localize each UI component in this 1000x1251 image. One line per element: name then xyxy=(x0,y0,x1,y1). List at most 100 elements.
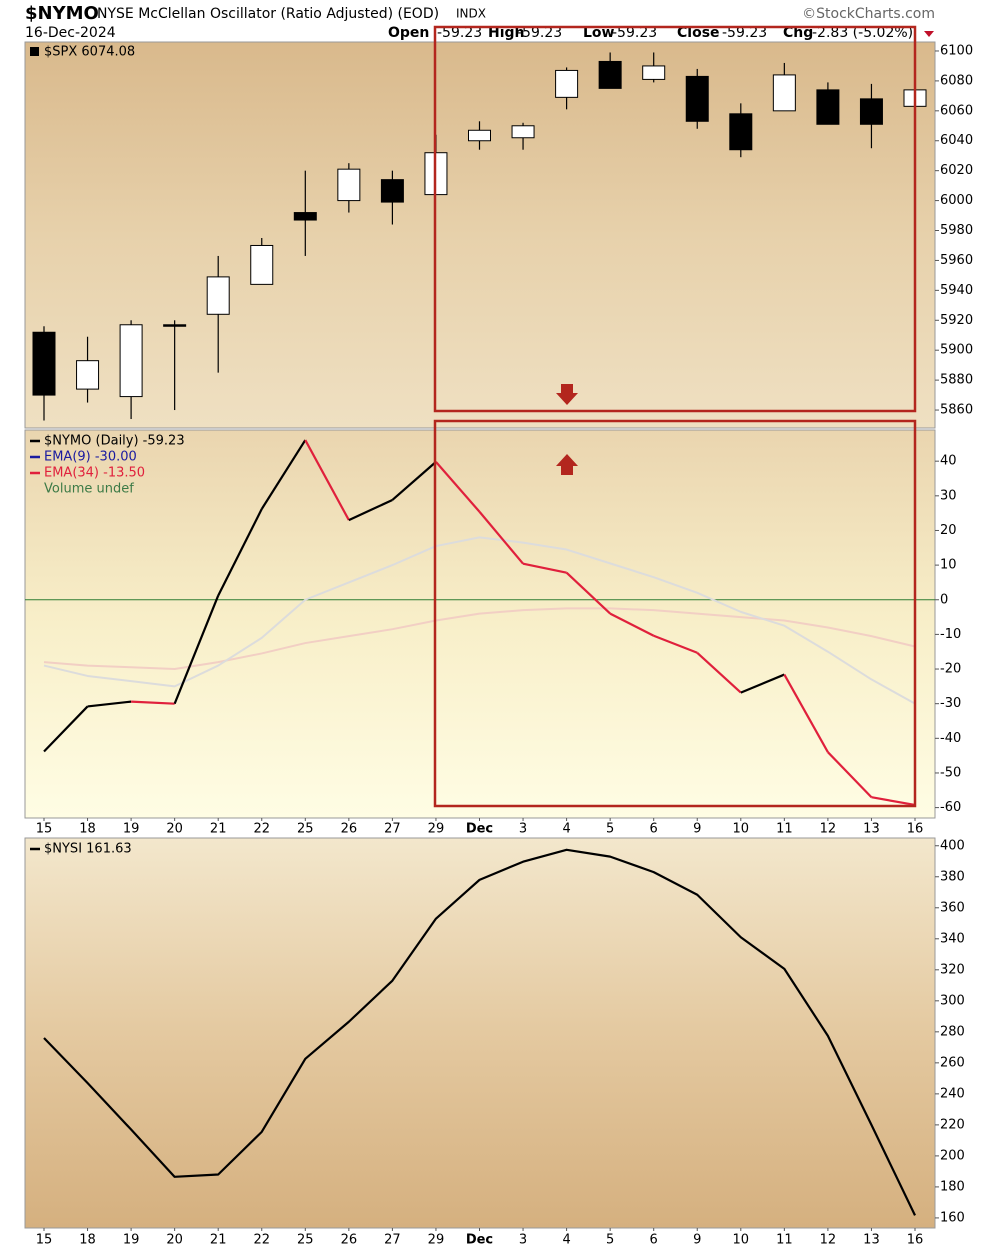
x-tick-label: 12 xyxy=(820,1233,837,1248)
y-tick-label: 340 xyxy=(940,931,965,946)
y-tick-label: 200 xyxy=(940,1148,965,1163)
legend-label: $SPX 6074.08 xyxy=(44,45,135,60)
line-segment xyxy=(565,571,611,615)
candle-body xyxy=(380,179,404,203)
x-tick-label: 9 xyxy=(693,822,701,837)
y-tick-label: 240 xyxy=(940,1086,965,1101)
y-tick-label: -20 xyxy=(940,662,961,677)
line-segment xyxy=(173,595,220,705)
y-tick-label: 5980 xyxy=(940,223,973,238)
y-tick-label: 20 xyxy=(940,523,957,538)
y-tick-label: 10 xyxy=(940,558,957,573)
x-tick-label: 18 xyxy=(79,822,96,837)
x-tick-label: Dec xyxy=(466,1233,493,1248)
line-segment xyxy=(827,751,873,798)
line-segment xyxy=(131,700,175,705)
plot-layer: 5860588059005920594059605980600060206040… xyxy=(25,43,973,1248)
x-tick-label: 4 xyxy=(562,1233,570,1248)
x-tick-label: 15 xyxy=(36,822,53,837)
y-tick-label: 5880 xyxy=(940,373,973,388)
line-segment xyxy=(43,705,89,753)
date: 16-Dec-2024 xyxy=(25,25,116,41)
x-tick-label: 20 xyxy=(166,822,183,837)
x-tick-label: 16 xyxy=(907,822,924,837)
x-tick-label: 25 xyxy=(297,1233,314,1248)
candle-body xyxy=(32,331,56,396)
y-tick-label: 40 xyxy=(940,454,957,469)
x-tick-label: 19 xyxy=(123,1233,140,1248)
x-tick-label: 27 xyxy=(384,1233,401,1248)
candle-body xyxy=(511,125,535,139)
source: ©StockCharts.com xyxy=(802,6,935,22)
y-tick-label: 6100 xyxy=(940,43,973,58)
candle-body xyxy=(206,276,230,315)
candle-body xyxy=(293,212,317,221)
x-tick-label: 12 xyxy=(820,822,837,837)
y-tick-label: 6040 xyxy=(940,133,973,148)
y-tick-label: 6020 xyxy=(940,163,973,178)
y-tick-label: 5860 xyxy=(940,403,973,418)
price-panel xyxy=(24,41,936,429)
legend-label: $NYMO (Daily) -59.23 xyxy=(44,434,185,449)
y-tick-label: 6000 xyxy=(940,193,973,208)
x-tick-label: 26 xyxy=(341,822,358,837)
x-tick-label: 11 xyxy=(776,822,793,837)
x-tick-label: 18 xyxy=(79,1233,96,1248)
line xyxy=(43,848,916,1216)
x-tick-label: 26 xyxy=(341,1233,358,1248)
candle-body xyxy=(119,324,143,398)
candle-body xyxy=(685,75,709,122)
x-tick-label: 21 xyxy=(210,1233,227,1248)
quote-label: High xyxy=(488,25,525,41)
x-tick-label: 22 xyxy=(253,822,270,837)
x-tick-label: 13 xyxy=(863,1233,880,1248)
x-tick-label: 13 xyxy=(863,822,880,837)
line-segment xyxy=(348,498,393,522)
legend-label: $NYSI 161.63 xyxy=(44,842,132,857)
line-segment xyxy=(304,439,350,521)
x-tick-label: 10 xyxy=(733,1233,750,1248)
line-segment xyxy=(871,796,916,807)
y-tick-label: 180 xyxy=(940,1179,965,1194)
y-tick-label: 0 xyxy=(940,592,948,607)
candle-body xyxy=(337,168,361,202)
quote-value: -59.23 xyxy=(437,25,482,41)
y-tick-label: 30 xyxy=(940,488,957,503)
y-tick-label: 5900 xyxy=(940,343,973,358)
line-segment xyxy=(740,673,785,694)
x-tick-label: 5 xyxy=(606,1233,614,1248)
y-tick-label: 320 xyxy=(940,962,965,977)
x-tick-label: 21 xyxy=(210,822,227,837)
y-tick-label: -40 xyxy=(940,731,961,746)
candle-body xyxy=(816,89,840,125)
line xyxy=(43,536,916,705)
y-tick-label: -30 xyxy=(940,696,961,711)
symbol: $NYMO xyxy=(25,3,99,24)
line-segment xyxy=(609,612,655,637)
quote-row: Open -59.23 High-59.23 Low-59.23 Close -59.23… xyxy=(388,25,913,41)
candle-body xyxy=(859,98,883,125)
quote-label: Chg xyxy=(783,25,813,41)
summation-panel xyxy=(24,837,936,1229)
oscillator-panel xyxy=(24,429,936,819)
y-tick-label: 5920 xyxy=(940,313,973,328)
quote-label: Close xyxy=(677,25,720,41)
y-tick-label: 6060 xyxy=(940,103,973,118)
quote-label: Low xyxy=(583,25,615,41)
x-tick-label: 5 xyxy=(606,822,614,837)
line-segment xyxy=(217,508,263,597)
y-tick-label: 280 xyxy=(940,1024,965,1039)
x-tick-label: Dec xyxy=(466,822,493,837)
x-tick-label: 29 xyxy=(428,1233,445,1248)
x-tick-label: 16 xyxy=(907,1233,924,1248)
candle-body xyxy=(468,129,491,142)
legend-label: EMA(9) -30.00 xyxy=(44,450,137,465)
quote-value: -59.23 xyxy=(612,25,657,41)
highlight-box xyxy=(433,419,917,808)
x-tick-label: 15 xyxy=(36,1233,53,1248)
y-tick-label: 300 xyxy=(940,993,965,1008)
x-tick-label: 4 xyxy=(562,822,570,837)
y-tick-label: -50 xyxy=(940,765,961,780)
line-segment xyxy=(87,700,132,708)
